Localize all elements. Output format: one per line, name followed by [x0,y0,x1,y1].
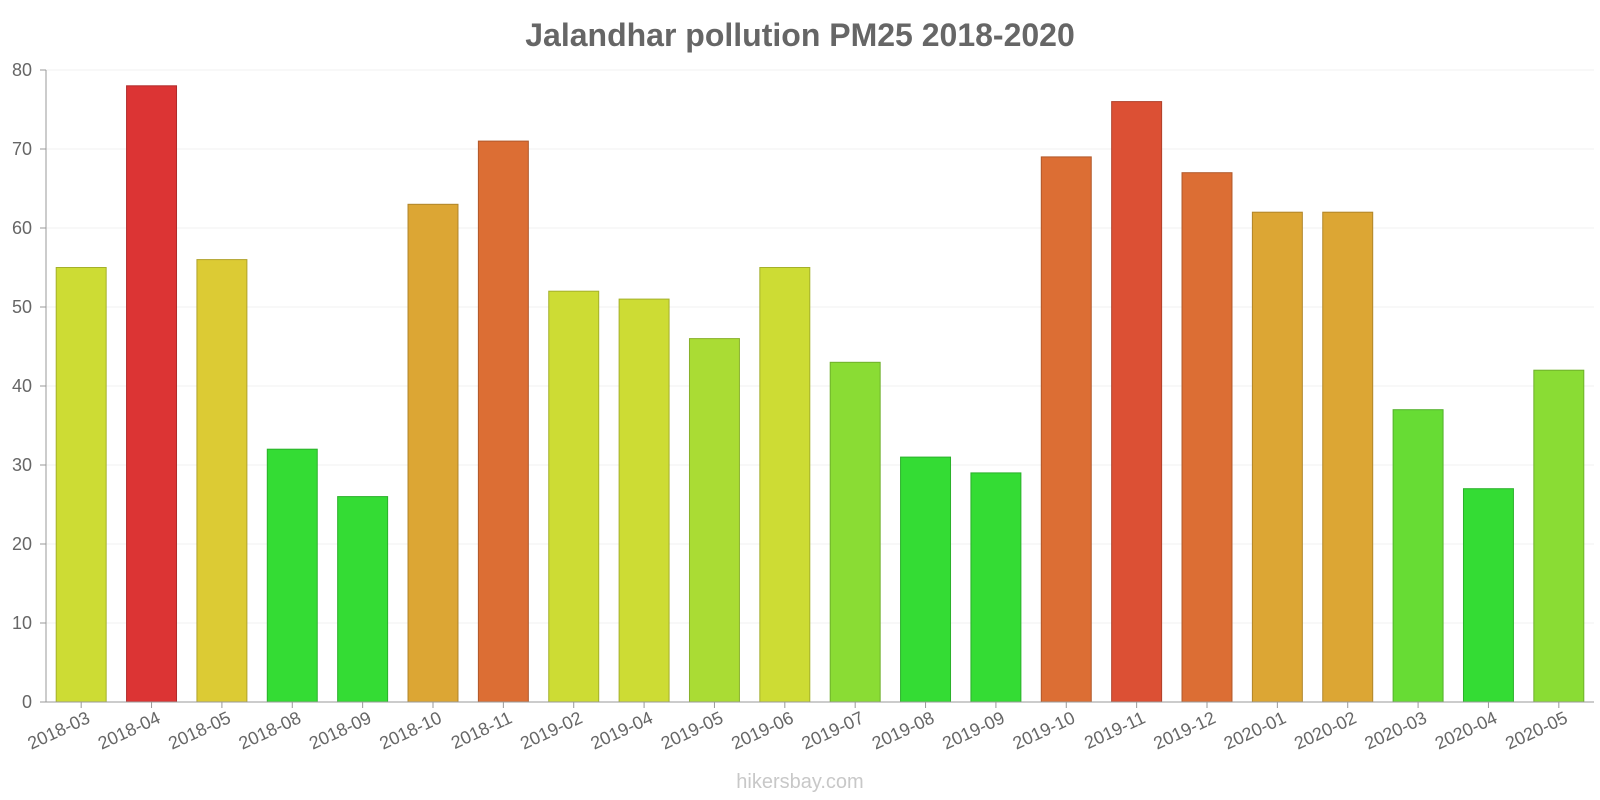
x-tick-label: 2018-10 [376,707,444,753]
bar-2019-11 [1111,101,1163,703]
y-tick-label: 50 [12,297,32,317]
x-tick-label: 2018-05 [165,707,233,753]
x-tick-label: 2019-12 [1150,707,1218,753]
bar-2018-08 [266,448,318,703]
axes [40,69,1594,708]
x-tick-label: 2018-04 [95,707,163,753]
x-tick-label: 2020-03 [1361,707,1429,753]
y-tick-label: 80 [12,60,32,80]
x-tick-label: 2019-02 [517,707,585,753]
bar-2019-04 [618,298,670,703]
bar-2018-05 [196,259,248,703]
x-tick-label: 2019-07 [799,707,867,753]
y-tick-label: 40 [12,376,32,396]
bar-2018-04 [126,85,178,703]
y-tick-labels: 0 10 20 30 40 50 60 70 80 [12,60,32,712]
y-tick-label: 10 [12,613,32,633]
bar-2019-10 [1040,156,1092,703]
x-tick-label: 2019-06 [728,707,796,753]
bar-2018-03 [55,267,107,703]
x-tick-label: 2019-04 [587,707,655,753]
bar-2020-03 [1392,409,1444,703]
y-tick-label: 0 [22,692,32,712]
bar-2020-04 [1462,488,1514,703]
bar-2020-02 [1322,211,1374,703]
y-tick-label: 30 [12,455,32,475]
x-tick-label: 2019-11 [1081,707,1148,752]
x-tick-label: 2018-03 [25,707,93,753]
watermark: hikersbay.com [736,771,863,793]
y-tick-label: 60 [12,218,32,238]
x-tick-label: 2020-02 [1291,707,1359,753]
bar-2020-05 [1533,369,1585,703]
x-tick-label: 2019-10 [1010,707,1078,753]
x-tick-label: 2020-05 [1502,707,1570,753]
bar-2019-07 [829,361,881,703]
y-tick-label: 70 [12,139,32,159]
bar-2018-10 [407,203,459,703]
chart-title: Jalandhar pollution PM25 2018-2020 [525,17,1075,53]
bar-2019-09 [970,472,1022,703]
x-tick-label: 2020-04 [1432,707,1500,753]
bar-2019-06 [759,267,811,703]
bar-2019-02 [548,290,600,703]
x-tick-label: 2018-08 [236,707,304,753]
x-tick-labels: 2018-03 2018-04 2018-05 2018-08 2018-09 2018-… [25,707,1571,753]
bars [55,85,1585,703]
bar-2020-01 [1251,211,1303,703]
bar-2018-11 [477,140,529,703]
bar-2019-08 [900,456,952,703]
bar-2018-09 [337,496,389,703]
x-tick-label: 2019-09 [939,707,1007,753]
x-tick-label: 2018-11 [448,707,515,752]
x-tick-label: 2019-08 [869,707,937,753]
x-tick-label: 2019-05 [658,707,726,753]
x-tick-label: 2018-09 [306,707,374,753]
y-tick-label: 20 [12,534,32,554]
bar-2019-12 [1181,172,1233,703]
bar-2019-05 [688,338,740,703]
x-tick-label: 2020-01 [1221,707,1289,753]
